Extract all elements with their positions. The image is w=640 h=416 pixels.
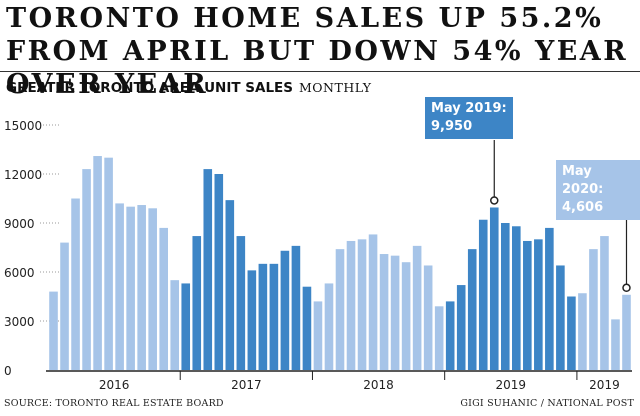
y-tick-label: 15000 <box>4 119 42 133</box>
bar-2019-12 <box>567 296 576 370</box>
bar-2017-12 <box>302 286 312 370</box>
headline: TORONTO HOME SALES UP 55.2% FROM APRIL B… <box>6 3 629 100</box>
bar-2018-11 <box>423 265 433 370</box>
bar-2017-10 <box>280 250 290 370</box>
bar-2019-4 <box>611 319 620 370</box>
y-tick-label: 9000 <box>4 217 35 231</box>
credit-note: GIGI SUHANIC / NATIONAL POST <box>460 398 634 409</box>
bar-2019-7 <box>512 226 521 370</box>
bar-2016-4 <box>82 169 91 370</box>
y-tick-label: 6000 <box>4 266 35 280</box>
bar-2016-11 <box>159 227 168 370</box>
bar-2019-6 <box>500 223 510 370</box>
bar-2018-12 <box>434 306 444 370</box>
bar-2019-8 <box>523 240 532 370</box>
bar-2019-2 <box>456 285 466 370</box>
bar-2018-4 <box>346 240 356 370</box>
bar-2016-12 <box>170 280 180 370</box>
bar-2018-2 <box>324 283 334 370</box>
bar-2019-5 <box>622 294 631 370</box>
year-label: 2019 <box>589 378 620 392</box>
bar-2016-10 <box>148 208 157 370</box>
bar-2016-5 <box>93 156 102 370</box>
bar-2017-4 <box>214 174 224 370</box>
y-tick-label: 12000 <box>4 168 42 182</box>
y-tick-label: 3000 <box>4 315 35 329</box>
bar-2016-2 <box>60 242 69 370</box>
top-rule <box>0 71 640 72</box>
bar-2018-10 <box>412 245 422 370</box>
source-note: SOURCE: TORONTO REAL ESTATE BOARD <box>4 398 224 409</box>
year-label: 2019 <box>496 378 527 392</box>
bar-2019-3 <box>467 249 477 370</box>
bar-2018-8 <box>390 255 400 370</box>
bar-2018-7 <box>379 254 389 370</box>
bar-2019-1 <box>578 293 587 370</box>
bar-2018-3 <box>335 249 345 370</box>
bar-2016-7 <box>115 203 124 370</box>
bar-2019-11 <box>556 265 565 370</box>
bar-2017-5 <box>225 200 235 370</box>
bar-2019-1 <box>445 301 455 370</box>
bar-2017-6 <box>236 236 246 370</box>
year-label: 2017 <box>231 378 262 392</box>
bar-2018-6 <box>368 234 378 370</box>
bar-2018-9 <box>401 262 411 370</box>
bar-2017-8 <box>258 263 268 370</box>
bar-2016-6 <box>104 157 113 370</box>
bar-2018-5 <box>357 239 367 370</box>
bar-2017-9 <box>269 263 279 370</box>
bar-2019-9 <box>534 239 543 370</box>
bar-2017-7 <box>247 270 257 370</box>
chart-title: GREATER TORONTO AREA UNIT SALES <box>6 80 293 96</box>
callout-may-2019: May 2019: 9,950 <box>425 97 513 139</box>
callout-may-2020-marker <box>622 283 631 293</box>
bar-2016-3 <box>71 198 80 370</box>
callout-may-2019-value: 9,950 <box>431 119 473 134</box>
y-tick-label: 0 <box>4 364 12 378</box>
period-label: MONTHLY <box>299 80 372 95</box>
year-label: 2018 <box>363 378 394 392</box>
bar-2017-1 <box>181 283 191 370</box>
callout-may-2020-date: May 2020: <box>562 164 604 197</box>
bar-2019-4 <box>478 219 488 370</box>
chart-subtitle: GREATER TORONTO AREA UNIT SALES MONTHLY <box>6 80 371 96</box>
bar-2019-3 <box>600 236 609 370</box>
bar-2016-9 <box>137 205 146 370</box>
bar-2017-2 <box>192 236 202 370</box>
bar-2016-8 <box>126 206 135 370</box>
callout-may-2019-date: May 2019: <box>431 101 507 116</box>
bar-2019-5 <box>489 207 499 370</box>
bar-2017-3 <box>203 169 213 370</box>
bar-2016-1 <box>49 291 58 370</box>
callout-may-2020-value: 4,606 <box>562 200 604 215</box>
callout-may-2020: May 2020: 4,606 <box>556 160 640 220</box>
bar-2018-1 <box>313 301 323 370</box>
bar-2019-10 <box>545 227 554 370</box>
year-label: 2016 <box>99 378 130 392</box>
bar-2019-2 <box>589 249 598 370</box>
callout-may-2019-marker <box>490 196 499 205</box>
bar-2017-11 <box>291 245 301 370</box>
